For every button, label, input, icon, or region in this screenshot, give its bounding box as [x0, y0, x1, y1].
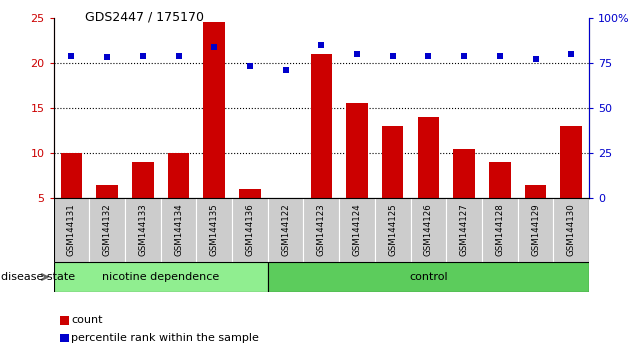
- Bar: [311, 54, 332, 198]
- Bar: [54, 198, 89, 262]
- Text: GSM144124: GSM144124: [353, 204, 362, 257]
- Bar: [339, 198, 375, 262]
- Text: GSM144123: GSM144123: [317, 204, 326, 257]
- Text: GDS2447 / 175170: GDS2447 / 175170: [85, 11, 204, 24]
- Bar: [125, 198, 161, 262]
- Text: GSM144127: GSM144127: [460, 204, 469, 257]
- Bar: [446, 198, 482, 262]
- Bar: [89, 198, 125, 262]
- Bar: [96, 185, 118, 198]
- Text: percentile rank within the sample: percentile rank within the sample: [71, 333, 259, 343]
- Point: [102, 55, 112, 60]
- Text: count: count: [71, 315, 103, 325]
- Point: [387, 53, 398, 58]
- Bar: [168, 153, 189, 198]
- Point: [566, 51, 576, 57]
- Bar: [60, 153, 82, 198]
- Bar: [161, 198, 197, 262]
- Text: GSM144122: GSM144122: [281, 204, 290, 257]
- Text: GSM144132: GSM144132: [103, 204, 112, 257]
- Point: [66, 53, 76, 58]
- Bar: [375, 198, 411, 262]
- Text: GSM144129: GSM144129: [531, 204, 540, 256]
- Point: [209, 44, 219, 50]
- Bar: [268, 198, 304, 262]
- Text: GSM144125: GSM144125: [388, 204, 397, 257]
- Bar: [54, 262, 268, 292]
- Bar: [197, 198, 232, 262]
- Bar: [346, 103, 368, 198]
- Point: [495, 53, 505, 58]
- Point: [530, 56, 541, 62]
- Bar: [553, 198, 589, 262]
- Bar: [203, 22, 225, 198]
- Bar: [561, 126, 582, 198]
- Point: [138, 53, 148, 58]
- Point: [280, 67, 290, 73]
- Text: GSM144136: GSM144136: [246, 204, 255, 257]
- Text: GSM144126: GSM144126: [424, 204, 433, 257]
- Point: [459, 53, 469, 58]
- Point: [316, 42, 326, 47]
- Bar: [418, 117, 439, 198]
- Bar: [304, 198, 339, 262]
- Bar: [482, 198, 518, 262]
- Text: disease state: disease state: [1, 272, 75, 282]
- Bar: [489, 162, 510, 198]
- Bar: [454, 149, 475, 198]
- Bar: [268, 262, 589, 292]
- Text: nicotine dependence: nicotine dependence: [102, 272, 219, 282]
- Point: [245, 64, 255, 69]
- Bar: [382, 126, 403, 198]
- Text: GSM144133: GSM144133: [139, 204, 147, 257]
- Text: control: control: [409, 272, 448, 282]
- Text: GSM144130: GSM144130: [567, 204, 576, 257]
- Text: GSM144135: GSM144135: [210, 204, 219, 257]
- Bar: [525, 185, 546, 198]
- Point: [423, 53, 433, 58]
- Text: GSM144131: GSM144131: [67, 204, 76, 257]
- Text: GSM144134: GSM144134: [174, 204, 183, 257]
- Bar: [132, 162, 154, 198]
- Bar: [232, 198, 268, 262]
- Bar: [239, 189, 261, 198]
- Point: [352, 51, 362, 57]
- Bar: [411, 198, 446, 262]
- Bar: [518, 198, 553, 262]
- Text: GSM144128: GSM144128: [495, 204, 504, 257]
- Point: [173, 53, 183, 58]
